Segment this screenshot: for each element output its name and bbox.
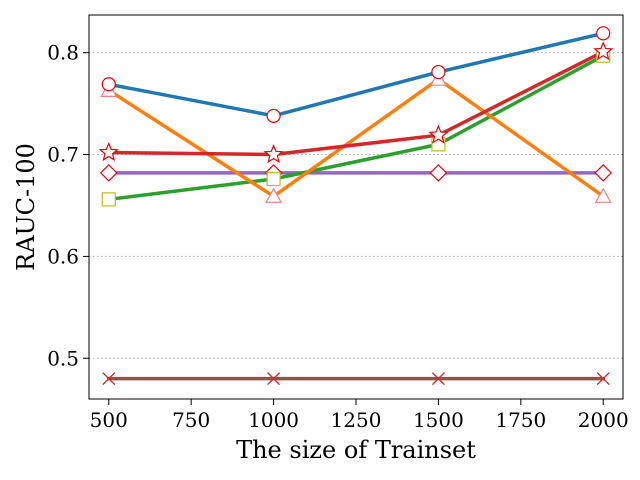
y-tick-label: 0.6 [47,244,79,268]
series-markers [98,26,614,386]
data-point-red [428,124,449,144]
data-point-brown-stroke [267,372,281,386]
data-point-purple [99,164,118,182]
x-tick-label: 500 [90,408,128,432]
data-point-green [266,171,281,187]
data-point-brown-stroke [102,372,116,386]
data-point-red [593,41,614,61]
series-line-red [107,49,606,157]
plot-frame [88,14,624,400]
x-tick-label: 2000 [578,408,629,432]
data-point-blue [431,64,446,80]
series-lines [106,31,606,381]
x-tick-label: 1000 [248,408,299,432]
data-point-brown [431,372,445,386]
data-point-orange [594,187,612,203]
x-axis-label: The size of Trainset [236,436,476,464]
data-point-purple [429,164,448,182]
data-point-red [263,143,284,164]
x-tick-label: 750 [172,408,210,432]
data-point-orange [265,187,283,203]
data-point-brown-stroke [431,372,445,386]
data-point-brown-stroke [596,372,610,386]
y-tick-label: 0.5 [47,346,79,370]
data-point-red [98,141,119,162]
axes: 0.5 0.6 0.7 0.8 500 750 1000 1250 1500 1750 2000 [47,41,628,432]
data-point-purple [594,164,613,182]
grid-lines [89,52,623,359]
series-line-orange [106,77,606,199]
series-line-blue [106,31,606,118]
x-tick-label: 1750 [495,408,546,432]
y-tick-label: 0.7 [47,143,79,167]
data-point-blue [596,26,611,41]
data-point-brown [267,372,281,386]
data-point-blue [101,77,116,92]
y-axis-label: RAUC-100 [12,143,40,271]
y-tick-label: 0.8 [47,41,79,65]
data-point-brown [102,372,116,386]
x-tick-label: 1250 [331,408,382,432]
data-point-blue [266,108,281,123]
x-tick-label: 1500 [413,408,464,432]
data-point-brown [596,372,610,386]
series-line-green [106,53,606,202]
data-point-green [101,192,116,207]
